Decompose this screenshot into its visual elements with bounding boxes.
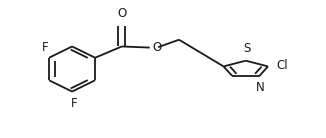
- Text: Cl: Cl: [276, 59, 288, 72]
- Text: F: F: [70, 97, 77, 110]
- Text: N: N: [256, 81, 265, 94]
- Text: O: O: [117, 7, 126, 20]
- Text: S: S: [244, 42, 251, 55]
- Text: O: O: [152, 41, 162, 54]
- Text: F: F: [41, 41, 48, 54]
